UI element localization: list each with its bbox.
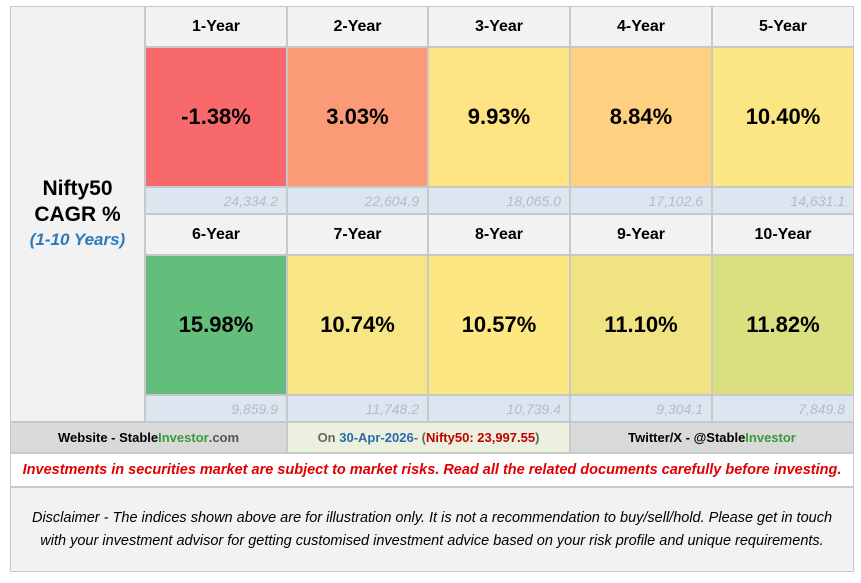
period-header: 4-Year	[570, 6, 712, 47]
title-line-1: Nifty50	[42, 177, 113, 200]
table-title: Nifty50 CAGR % (1-10 Years)	[10, 6, 145, 422]
index-value: 17,102.6	[570, 187, 712, 214]
cagr-value: 15.98%	[145, 255, 287, 395]
twitter-prefix: Twitter/X - @Stable	[628, 430, 746, 445]
period-header: 1-Year	[145, 6, 287, 47]
title-line-2: CAGR %	[34, 203, 121, 226]
date-sep: - (	[413, 430, 426, 445]
index-value: 10,739.4	[428, 395, 570, 422]
risk-warning: Investments in securities market are sub…	[10, 453, 854, 487]
index-value: 18,065.0	[428, 187, 570, 214]
period-header: 9-Year	[570, 214, 712, 255]
period-header: 6-Year	[145, 214, 287, 255]
date-prefix: On	[317, 430, 336, 445]
index-value: 24,334.2	[145, 187, 287, 214]
footer-twitter[interactable]: Twitter/X - @Stable Investor	[570, 422, 854, 453]
footer-date: On 30-Apr-2026 - (Nifty50: 23,997.55)	[287, 422, 570, 453]
cagr-table: Nifty50 CAGR % (1-10 Years) 1-Year -1.38%…	[10, 6, 854, 572]
cagr-value: -1.38%	[145, 47, 287, 187]
cagr-value: 11.82%	[712, 255, 854, 395]
index-value: 7,849.8	[712, 395, 854, 422]
cagr-value: 8.84%	[570, 47, 712, 187]
index-value: 11,748.2	[287, 395, 428, 422]
index-value: 9,859.9	[145, 395, 287, 422]
index-value: 9,304.1	[570, 395, 712, 422]
period-header: 2-Year	[287, 6, 428, 47]
nifty-value: Nifty50: 23,997.55	[425, 430, 536, 445]
cagr-value: 10.74%	[287, 255, 428, 395]
footer-website[interactable]: Website - Stable Investor .com	[10, 422, 287, 453]
website-suffix: .com	[208, 430, 240, 445]
disclaimer: Disclaimer - The indices shown above are…	[10, 487, 854, 572]
cagr-value: 10.40%	[712, 47, 854, 187]
website-brand: Investor	[158, 430, 209, 445]
period-header: 3-Year	[428, 6, 570, 47]
cagr-value: 3.03%	[287, 47, 428, 187]
cagr-value: 11.10%	[570, 255, 712, 395]
cagr-value: 10.57%	[428, 255, 570, 395]
cagr-value: 9.93%	[428, 47, 570, 187]
period-header: 8-Year	[428, 214, 570, 255]
index-value: 14,631.1	[712, 187, 854, 214]
as-of-date: 30-Apr-2026	[339, 430, 414, 445]
title-subtitle: (1-10 Years)	[29, 230, 126, 249]
date-suffix: )	[535, 430, 540, 445]
period-header: 5-Year	[712, 6, 854, 47]
index-value: 22,604.9	[287, 187, 428, 214]
period-header: 10-Year	[712, 214, 854, 255]
period-header: 7-Year	[287, 214, 428, 255]
website-prefix: Website - Stable	[57, 430, 159, 445]
twitter-brand: Investor	[745, 430, 796, 445]
